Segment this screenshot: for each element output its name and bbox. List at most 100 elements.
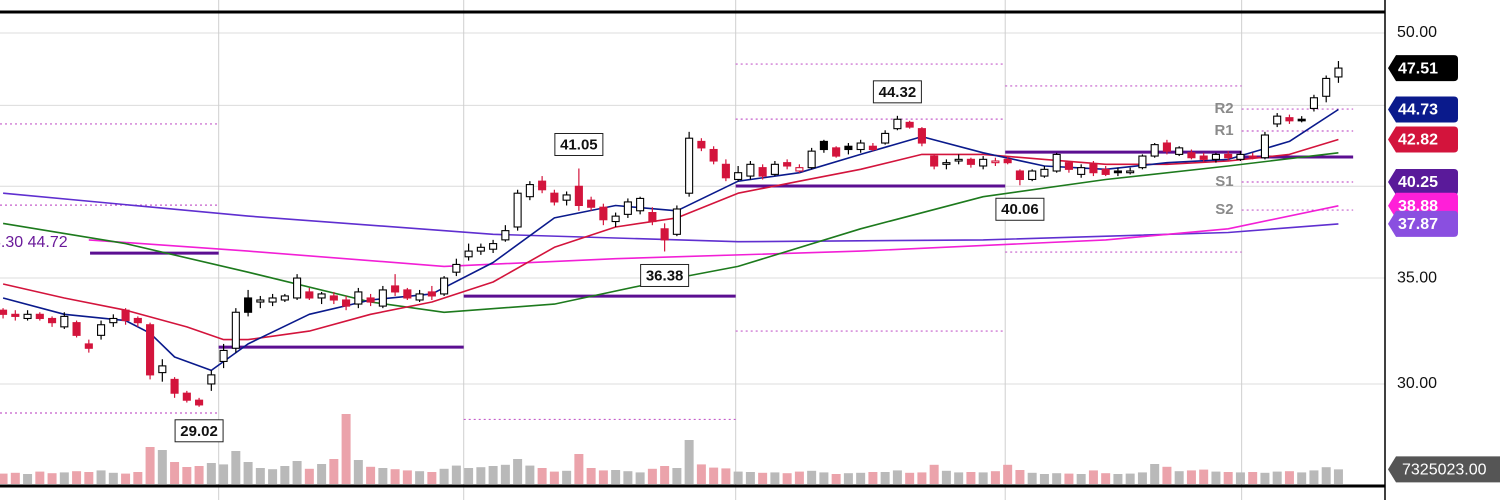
candle-body <box>207 374 216 385</box>
volume-bar <box>317 464 327 484</box>
volume-bar <box>1076 474 1086 484</box>
candle-body <box>170 378 179 394</box>
candle-body <box>23 313 32 320</box>
volume-bar <box>366 466 376 484</box>
volume-bar <box>1309 470 1319 484</box>
volume-bar <box>1321 467 1331 484</box>
candle-body <box>268 297 277 303</box>
candle-body <box>182 392 191 401</box>
candle-body <box>244 297 253 313</box>
volume-bar <box>647 468 657 484</box>
candle-body <box>856 142 865 151</box>
annotations: 29.02 41.05 36.38 44.32 40.06 <box>174 80 1045 443</box>
volume-bar <box>513 459 523 484</box>
candles <box>0 61 1343 407</box>
volume-bar <box>1003 464 1013 484</box>
volume-bar <box>255 468 265 484</box>
moving-average-line <box>2 138 1339 341</box>
volume-bar <box>635 472 645 484</box>
candle-body <box>1138 155 1147 169</box>
volume-bar <box>1186 470 1196 484</box>
candle-body <box>721 163 730 179</box>
volume-bar <box>194 466 204 484</box>
volume-bar <box>990 471 1000 484</box>
annotation-label: 41.05 <box>560 136 598 153</box>
candle-body <box>893 118 902 130</box>
volume-bar <box>954 472 964 484</box>
volume-bar <box>905 472 915 484</box>
candle-body <box>109 317 118 324</box>
candle-body <box>942 162 951 165</box>
volume-bar <box>35 471 45 484</box>
candle-body <box>1089 163 1098 174</box>
candle-body <box>1248 155 1257 158</box>
candle-body <box>48 317 57 324</box>
annotation-label: 29.02 <box>180 423 218 440</box>
candle-body <box>317 293 326 299</box>
candle-body <box>758 167 767 177</box>
candle-body <box>366 297 375 303</box>
candle-body <box>219 349 228 362</box>
candle-body <box>770 163 779 175</box>
candle-body <box>354 291 363 305</box>
candle-body <box>795 167 804 172</box>
price-tag-label: 47.51 <box>1398 60 1438 77</box>
candle-body <box>256 299 265 303</box>
candle-body <box>1028 170 1037 181</box>
candle-body <box>734 172 743 181</box>
annotation-box <box>640 263 690 287</box>
volume-bar <box>170 462 180 484</box>
volume-bar <box>1248 472 1258 484</box>
candle-body <box>930 155 939 167</box>
candle-body <box>832 147 841 157</box>
candle-body <box>158 365 167 374</box>
pivot-label: R1 <box>1214 122 1233 139</box>
candle-body <box>587 199 596 208</box>
volume-bar <box>1027 472 1037 484</box>
candle-body <box>501 230 510 241</box>
y-tick-label: 30.00 <box>1397 375 1437 392</box>
candle-body <box>84 343 93 349</box>
volume-bar <box>1088 470 1098 484</box>
volume-bar <box>843 473 853 484</box>
volume-bar <box>733 471 743 484</box>
volume-bar <box>108 472 118 484</box>
volume-bar <box>415 471 425 484</box>
volume-bar <box>684 440 694 484</box>
volume-bar <box>721 468 731 484</box>
candle-body <box>672 208 681 235</box>
candle-body <box>574 185 583 207</box>
candle-body <box>709 148 718 162</box>
candle-body <box>403 289 412 299</box>
volume-bar <box>1162 466 1172 484</box>
volume-bar <box>574 454 584 484</box>
candle-body <box>636 197 645 212</box>
candle-body <box>979 158 988 167</box>
pivot-label: S2 <box>1215 201 1233 218</box>
candle-body <box>991 160 1000 164</box>
volume-bar <box>304 468 314 484</box>
candle-body <box>1113 170 1122 174</box>
volume-bar <box>917 472 927 484</box>
volume-bar <box>427 472 437 484</box>
candle-body <box>623 201 632 215</box>
volume-bar <box>1039 474 1049 484</box>
price-tag-label: 38.88 <box>1398 198 1438 215</box>
candle-body <box>476 246 485 252</box>
price-tag-label: 44.73 <box>1398 102 1438 119</box>
volume-bar <box>978 472 988 484</box>
volume-bar <box>1052 473 1062 484</box>
volume-bar <box>402 470 412 484</box>
pivot-label: S1 <box>1215 173 1233 190</box>
volume-bar <box>231 451 241 484</box>
candle-body <box>133 317 142 324</box>
candle-body <box>391 285 400 293</box>
price-tag-label: 40.25 <box>1398 174 1438 191</box>
annotation-box <box>872 80 922 104</box>
volume-bar <box>1101 473 1111 484</box>
price-tag-label: 37.87 <box>1398 216 1438 233</box>
volume-bar <box>268 469 278 484</box>
candle-body <box>11 313 20 317</box>
